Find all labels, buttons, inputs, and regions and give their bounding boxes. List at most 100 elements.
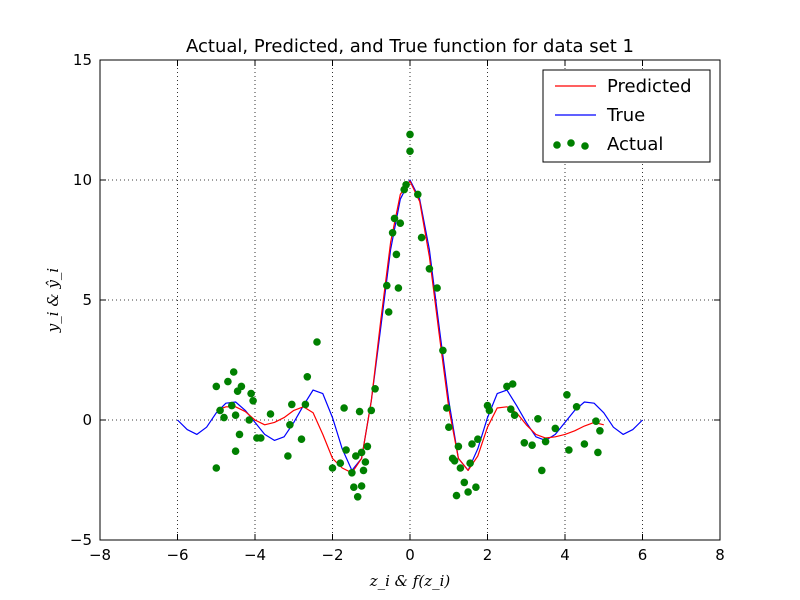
actual-point	[286, 421, 294, 429]
legend: Predicted True Actual	[542, 69, 711, 163]
actual-point	[508, 380, 517, 388]
x-axis-label: z_i & f(z_i)	[369, 572, 451, 590]
actual-point	[394, 284, 403, 292]
actual-point	[472, 483, 480, 492]
actual-point	[534, 415, 542, 423]
x-tick-label: −8	[89, 546, 111, 564]
actual-point	[402, 181, 410, 189]
actual-point	[247, 389, 255, 398]
actual-point	[503, 382, 511, 391]
actual-point	[520, 439, 529, 447]
actual-point	[357, 448, 366, 457]
actual-point	[350, 483, 358, 492]
actual-point	[231, 411, 240, 420]
actual-point	[596, 427, 604, 435]
actual-point	[592, 417, 600, 426]
actual-point	[388, 229, 397, 237]
x-tick-label: 0	[405, 546, 415, 564]
actual-point	[541, 437, 550, 446]
x-tick-label: −6	[166, 546, 188, 564]
actual-point	[257, 434, 265, 442]
x-tick-label: −2	[321, 546, 343, 564]
actual-point	[565, 446, 573, 454]
actual-point	[288, 400, 296, 409]
actual-point	[460, 478, 469, 487]
legend-true-label: True	[606, 105, 645, 126]
actual-point	[468, 440, 476, 448]
actual-point	[383, 281, 391, 290]
actual-point	[228, 401, 236, 410]
actual-point	[340, 404, 348, 412]
x-tick-label: 6	[638, 546, 648, 564]
ticks: −8 −6 −4 −2 0 2 4 6 8 −5 0 5 10 15	[70, 51, 725, 564]
legend-predicted-label: Predicted	[607, 76, 692, 97]
actual-point	[359, 466, 368, 475]
true-line	[177, 179, 643, 471]
actual-point	[245, 416, 253, 424]
actual-point	[301, 400, 310, 409]
actual-point	[361, 458, 370, 466]
actual-point	[417, 233, 426, 242]
actual-point	[266, 410, 275, 418]
y-tick-label: 5	[82, 291, 92, 309]
actual-point	[328, 464, 337, 472]
chart-title: Actual, Predicted, and True function for…	[186, 36, 634, 57]
actual-point	[348, 469, 356, 477]
actual-point	[231, 447, 240, 456]
legend-actual-marker	[553, 141, 561, 149]
actual-point	[507, 405, 515, 414]
actual-point	[297, 435, 306, 444]
x-tick-label: −4	[244, 546, 266, 564]
actual-point	[439, 346, 447, 355]
legend-actual-marker	[567, 139, 575, 147]
actual-point	[464, 488, 472, 496]
actual-point	[450, 457, 459, 465]
actual-point	[538, 466, 546, 475]
actual-point	[212, 382, 221, 391]
actual-point	[572, 403, 581, 411]
x-tick-label: 4	[560, 546, 570, 564]
actual-point	[580, 440, 589, 448]
actual-point	[229, 368, 238, 376]
actual-point	[336, 459, 345, 468]
actual-point	[454, 442, 463, 451]
legend-actual-marker	[581, 142, 589, 150]
actual-point	[396, 219, 405, 227]
actual-point	[425, 265, 434, 273]
actual-point	[384, 308, 393, 316]
actual-point	[367, 406, 376, 415]
y-tick-label: 0	[82, 411, 92, 429]
actual-point	[390, 214, 399, 223]
y-tick-label: 15	[73, 51, 92, 69]
actual-point	[406, 130, 414, 139]
actual-point	[551, 424, 560, 433]
actual-point	[284, 452, 292, 460]
actual-point	[355, 407, 364, 416]
actual-point	[235, 430, 244, 439]
actual-point	[249, 397, 257, 405]
actual-point	[392, 250, 401, 259]
actual-point	[357, 482, 366, 490]
actual-point	[220, 413, 228, 422]
actual-point	[510, 411, 519, 420]
x-tick-label: 8	[715, 546, 725, 564]
actual-point	[363, 442, 372, 451]
actual-point	[303, 373, 312, 381]
actual-point	[433, 284, 441, 292]
actual-point	[352, 452, 360, 460]
actual-point	[216, 406, 224, 415]
actual-point	[528, 441, 536, 450]
y-tick-label: 10	[73, 171, 92, 189]
actual-point	[485, 406, 494, 415]
actual-point	[342, 446, 350, 454]
actual-point	[456, 464, 465, 472]
actual-point	[594, 448, 602, 457]
actual-point	[452, 491, 461, 500]
actual-point	[466, 459, 474, 468]
actual-point	[313, 338, 321, 346]
actual-point	[371, 385, 379, 393]
series-layer	[177, 130, 643, 501]
actual-point	[237, 382, 246, 391]
predicted-line	[216, 180, 604, 474]
